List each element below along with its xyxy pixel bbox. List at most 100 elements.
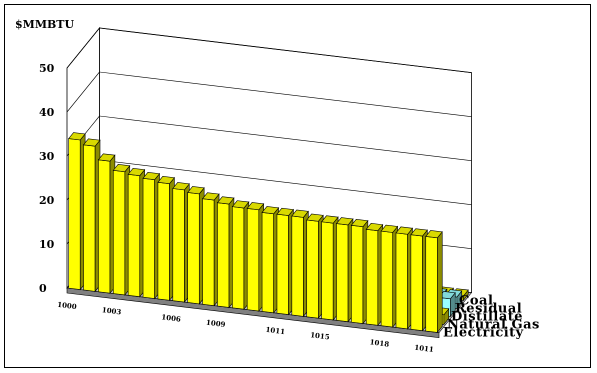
y-tick-label: 0 xyxy=(39,282,47,295)
bar-top xyxy=(172,182,190,191)
bar xyxy=(395,226,414,330)
bar-top xyxy=(276,207,295,216)
grid-line xyxy=(99,71,472,117)
bar-top xyxy=(246,202,265,211)
bar-front xyxy=(172,188,185,303)
chart-labels: 0 10 20 30 40 50 $MMBTU 1000 1003 1006 1009 1011 101… xyxy=(15,18,540,354)
bar-top xyxy=(68,132,86,141)
grid-line xyxy=(99,27,472,73)
grid-line xyxy=(99,115,472,161)
bar-front xyxy=(142,177,155,299)
x-tick-label: 1003 xyxy=(101,305,122,316)
bar-top xyxy=(187,186,205,195)
grid-line-side xyxy=(66,27,100,69)
bar-top xyxy=(157,175,175,185)
series-label: Natural Gas xyxy=(447,318,540,333)
bar-front xyxy=(365,228,379,326)
bar xyxy=(142,172,161,300)
bar-top xyxy=(321,215,339,224)
bar-front xyxy=(380,230,394,328)
bar-top xyxy=(291,209,309,218)
bar-front xyxy=(306,219,319,319)
bar-top xyxy=(127,168,146,177)
bar xyxy=(201,192,220,307)
bar-front xyxy=(276,213,289,315)
bar xyxy=(425,230,443,334)
bar-top xyxy=(425,230,443,239)
x-tick-label: 1009 xyxy=(206,318,227,329)
bar xyxy=(68,132,86,291)
bar xyxy=(187,186,205,305)
bar-top xyxy=(231,200,250,209)
bar-front xyxy=(246,208,260,312)
bar-top xyxy=(410,228,428,237)
x-tick-label: 1000 xyxy=(57,300,78,311)
series-label: Residual xyxy=(455,302,522,317)
x-tick-label: 1018 xyxy=(369,337,390,348)
x-tick-label: 1015 xyxy=(310,330,331,341)
bar-side xyxy=(437,230,443,334)
bar xyxy=(291,209,309,318)
bar xyxy=(112,164,131,296)
bar-front xyxy=(410,234,423,331)
bar xyxy=(321,215,339,321)
bar-top xyxy=(112,164,131,173)
bar xyxy=(335,217,354,323)
y-tick-label: 30 xyxy=(39,150,55,163)
bar xyxy=(365,222,384,327)
bar xyxy=(261,206,280,314)
bar-front xyxy=(127,174,141,298)
bar-top xyxy=(365,222,384,232)
bar-front xyxy=(202,198,215,306)
bar xyxy=(97,153,116,295)
bar-top xyxy=(306,213,324,222)
bar-front xyxy=(291,215,304,317)
bar-front xyxy=(395,232,408,330)
bar-top xyxy=(201,192,220,201)
bar xyxy=(82,138,101,293)
series-label: Coal xyxy=(459,294,493,309)
bar-top xyxy=(395,226,414,235)
bar-front xyxy=(336,223,349,323)
bar-top xyxy=(335,217,354,226)
chart-bars xyxy=(68,132,469,334)
x-tick-label: 1006 xyxy=(161,312,182,323)
bar xyxy=(306,213,324,320)
bar-top xyxy=(380,224,399,233)
bar-top xyxy=(142,172,161,181)
x-tick-label: 1011 xyxy=(414,343,435,354)
chart-frame: 0 10 20 30 40 50 $MMBTU 1000 1003 1006 1009 1011 101… xyxy=(4,4,591,368)
bar-top xyxy=(261,206,280,215)
grid-line xyxy=(99,159,472,205)
chart-3d-bar: 0 10 20 30 40 50 $MMBTU 1000 1003 1006 1009 1011 101… xyxy=(15,18,540,354)
bar-front xyxy=(261,212,274,314)
bar xyxy=(231,200,250,311)
bar-top xyxy=(97,153,116,162)
grid-line-side xyxy=(66,71,100,113)
bar-front xyxy=(68,138,81,290)
bar-top xyxy=(82,138,101,147)
series-label: Electricity xyxy=(443,326,524,341)
bar xyxy=(380,224,399,328)
bar-front xyxy=(112,170,126,296)
bar-front xyxy=(98,159,111,294)
bar-front xyxy=(232,206,245,310)
bar-front xyxy=(157,181,170,301)
bar-top xyxy=(216,196,235,205)
bar-front xyxy=(83,144,96,292)
bar xyxy=(246,202,265,312)
series-label: Distillate xyxy=(451,310,523,325)
bar-front xyxy=(351,224,364,324)
bar xyxy=(410,228,428,332)
bar-front xyxy=(217,202,230,308)
bar xyxy=(172,182,190,303)
y-tick-label: 50 xyxy=(39,62,55,75)
bar-front xyxy=(187,192,200,305)
bar-front xyxy=(425,236,438,333)
bar-top xyxy=(350,219,369,228)
x-tick-label: 1011 xyxy=(265,325,286,336)
y-tick-label: 40 xyxy=(39,106,55,119)
y-axis-label: $MMBTU xyxy=(15,18,74,31)
bar xyxy=(157,175,175,302)
bar-front xyxy=(321,221,334,321)
